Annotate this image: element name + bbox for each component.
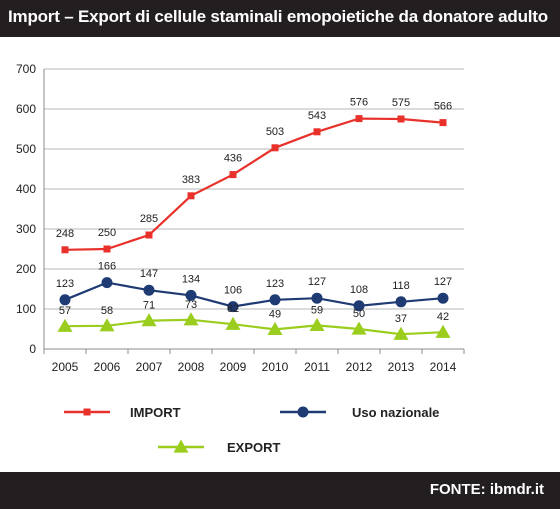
data-point (59, 294, 71, 306)
data-point (395, 296, 407, 308)
series-line (64, 318, 444, 336)
data-label: 127 (434, 276, 452, 288)
data-label: 147 (140, 268, 158, 280)
data-label: 436 (224, 153, 242, 165)
data-label: 503 (266, 126, 284, 138)
data-point (185, 289, 197, 301)
y-tick-label: 500 (16, 142, 36, 156)
data-label: 123 (266, 278, 284, 290)
data-point (103, 245, 111, 253)
gridlines (44, 68, 464, 310)
x-tick-label: 2006 (94, 360, 121, 374)
legend-label: IMPORT (130, 405, 181, 420)
y-tick-label: 0 (29, 342, 36, 356)
data-point (355, 115, 363, 123)
chart-panel: 0 100 200 300 400 500 600 700 2005 2006 2007 2008 20… (0, 37, 560, 472)
data-label: 71 (143, 300, 155, 312)
data-point (101, 277, 113, 289)
data-label: 73 (185, 299, 197, 311)
x-tick-label: 2011 (304, 360, 330, 374)
data-label: 42 (437, 311, 449, 323)
data-label: 566 (434, 101, 452, 113)
data-label: 285 (140, 213, 158, 225)
data-label: 59 (311, 304, 323, 316)
data-label: 134 (182, 273, 200, 285)
data-label: 58 (101, 305, 113, 317)
x-tick-label: 2010 (262, 360, 289, 374)
data-label: 250 (98, 227, 116, 239)
data-point (57, 318, 73, 332)
data-point (141, 313, 157, 327)
data-point (269, 294, 281, 306)
legend-label: EXPORT (227, 440, 281, 455)
data-point (435, 324, 451, 338)
source-credit: FONTE: ibmdr.it (429, 481, 544, 498)
chart-title: Import – Export di cellule staminali emo… (8, 7, 548, 26)
data-label: 50 (353, 308, 365, 320)
data-point (313, 128, 321, 136)
y-tick-label: 600 (16, 102, 36, 116)
data-label: 576 (350, 97, 368, 109)
x-tick-label: 2007 (136, 360, 163, 374)
data-point (99, 318, 115, 332)
data-point (143, 284, 155, 296)
data-label: 106 (224, 285, 242, 297)
series-line (64, 117, 444, 251)
legend-swatch-marker (83, 408, 91, 416)
x-tick-label: 2008 (178, 360, 205, 374)
y-tick-label: 300 (16, 222, 36, 236)
title-bar: Import – Export di cellule staminali emo… (0, 0, 560, 37)
data-label: 118 (392, 280, 410, 292)
data-label: 108 (350, 284, 368, 296)
data-label: 123 (56, 278, 74, 290)
data-point (229, 171, 237, 179)
data-label: 57 (59, 305, 71, 317)
data-point (145, 231, 153, 239)
data-point (187, 192, 195, 200)
x-tick-label: 2009 (220, 360, 247, 374)
y-tick-label: 200 (16, 262, 36, 276)
y-tick-label: 400 (16, 182, 36, 196)
legend-swatch-marker (173, 439, 189, 453)
data-label: 62 (227, 303, 239, 315)
x-tick-label: 2014 (430, 360, 457, 374)
data-point (271, 144, 279, 152)
data-label: 383 (182, 174, 200, 186)
footer-bar: FONTE: ibmdr.it (0, 472, 560, 509)
axes: 0 100 200 300 400 500 600 700 2005 2006 2007 2008 20… (16, 62, 465, 374)
x-tick-label: 2005 (52, 360, 79, 374)
legend-swatch-marker (297, 406, 309, 418)
y-tick-label: 700 (16, 62, 36, 76)
x-tick-label: 2012 (346, 360, 373, 374)
series: 248 250 285 383 436 503 543 576 575 566 123 166 147 1… (56, 97, 452, 340)
data-point (311, 292, 323, 304)
y-tick-label: 100 (16, 302, 36, 316)
data-point (225, 316, 241, 330)
data-label: 166 (98, 261, 116, 273)
data-point (353, 300, 365, 312)
data-point (397, 115, 405, 123)
data-label: 49 (269, 308, 281, 320)
x-tick-label: 2013 (388, 360, 415, 374)
data-label: 127 (308, 276, 326, 288)
data-label: 37 (395, 313, 407, 325)
data-point (393, 326, 409, 340)
line-chart: 0 100 200 300 400 500 600 700 2005 2006 2007 2008 20… (16, 62, 465, 455)
data-point (437, 292, 449, 304)
data-label: 248 (56, 228, 74, 240)
data-point (267, 321, 283, 336)
legend: IMPORT Uso nazionale EXPORT (64, 405, 439, 455)
data-label: 575 (392, 97, 410, 109)
data-point (439, 119, 447, 127)
series-line (64, 281, 444, 308)
data-point (309, 317, 325, 332)
data-point (351, 321, 367, 335)
data-label: 543 (308, 110, 326, 122)
data-point (183, 312, 199, 326)
data-point (227, 301, 239, 313)
data-point (61, 246, 69, 254)
legend-label: Uso nazionale (352, 405, 439, 420)
